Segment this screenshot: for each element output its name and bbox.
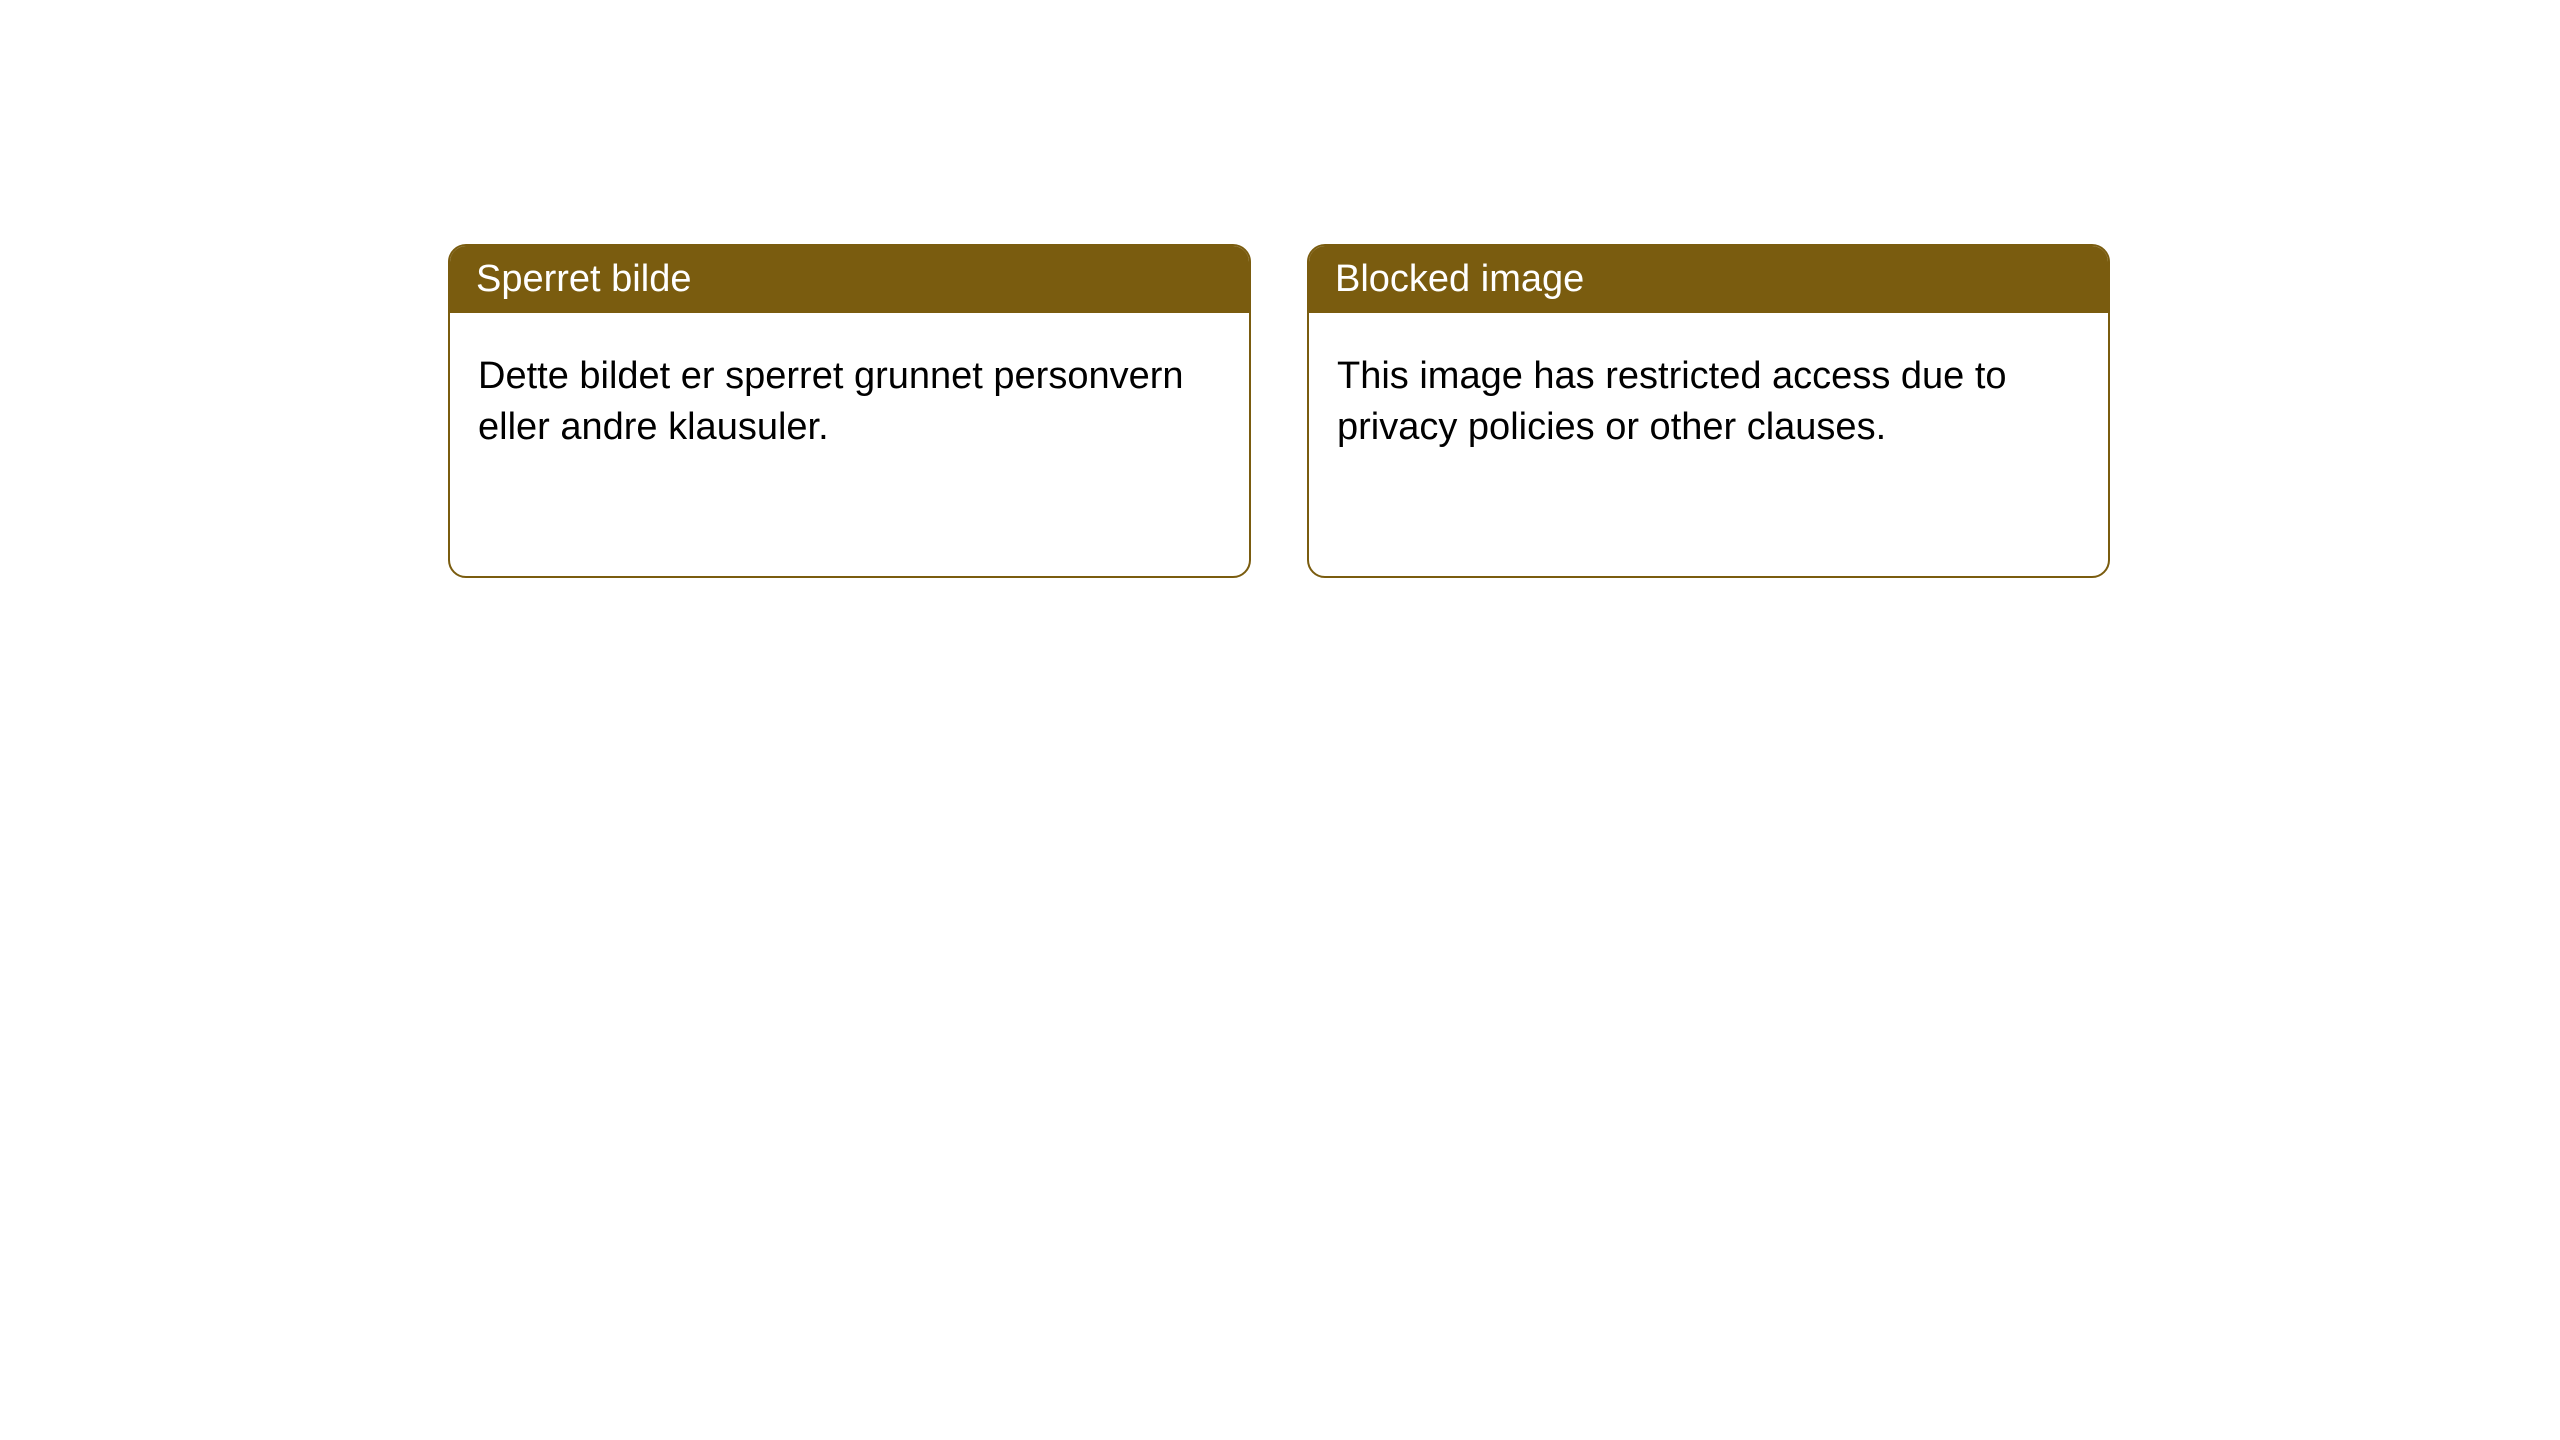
card-title: Blocked image (1335, 258, 1584, 300)
card-header: Sperret bilde (450, 246, 1249, 313)
blocked-image-card-en: Blocked image This image has restricted … (1307, 244, 2110, 578)
card-body-text: This image has restricted access due to … (1337, 355, 2007, 448)
card-body: Dette bildet er sperret grunnet personve… (450, 313, 1249, 492)
card-title: Sperret bilde (476, 258, 691, 300)
card-body: This image has restricted access due to … (1309, 313, 2108, 492)
card-body-text: Dette bildet er sperret grunnet personve… (478, 355, 1184, 448)
card-header: Blocked image (1309, 246, 2108, 313)
blocked-image-card-no: Sperret bilde Dette bildet er sperret gr… (448, 244, 1251, 578)
notice-container: Sperret bilde Dette bildet er sperret gr… (0, 0, 2560, 578)
